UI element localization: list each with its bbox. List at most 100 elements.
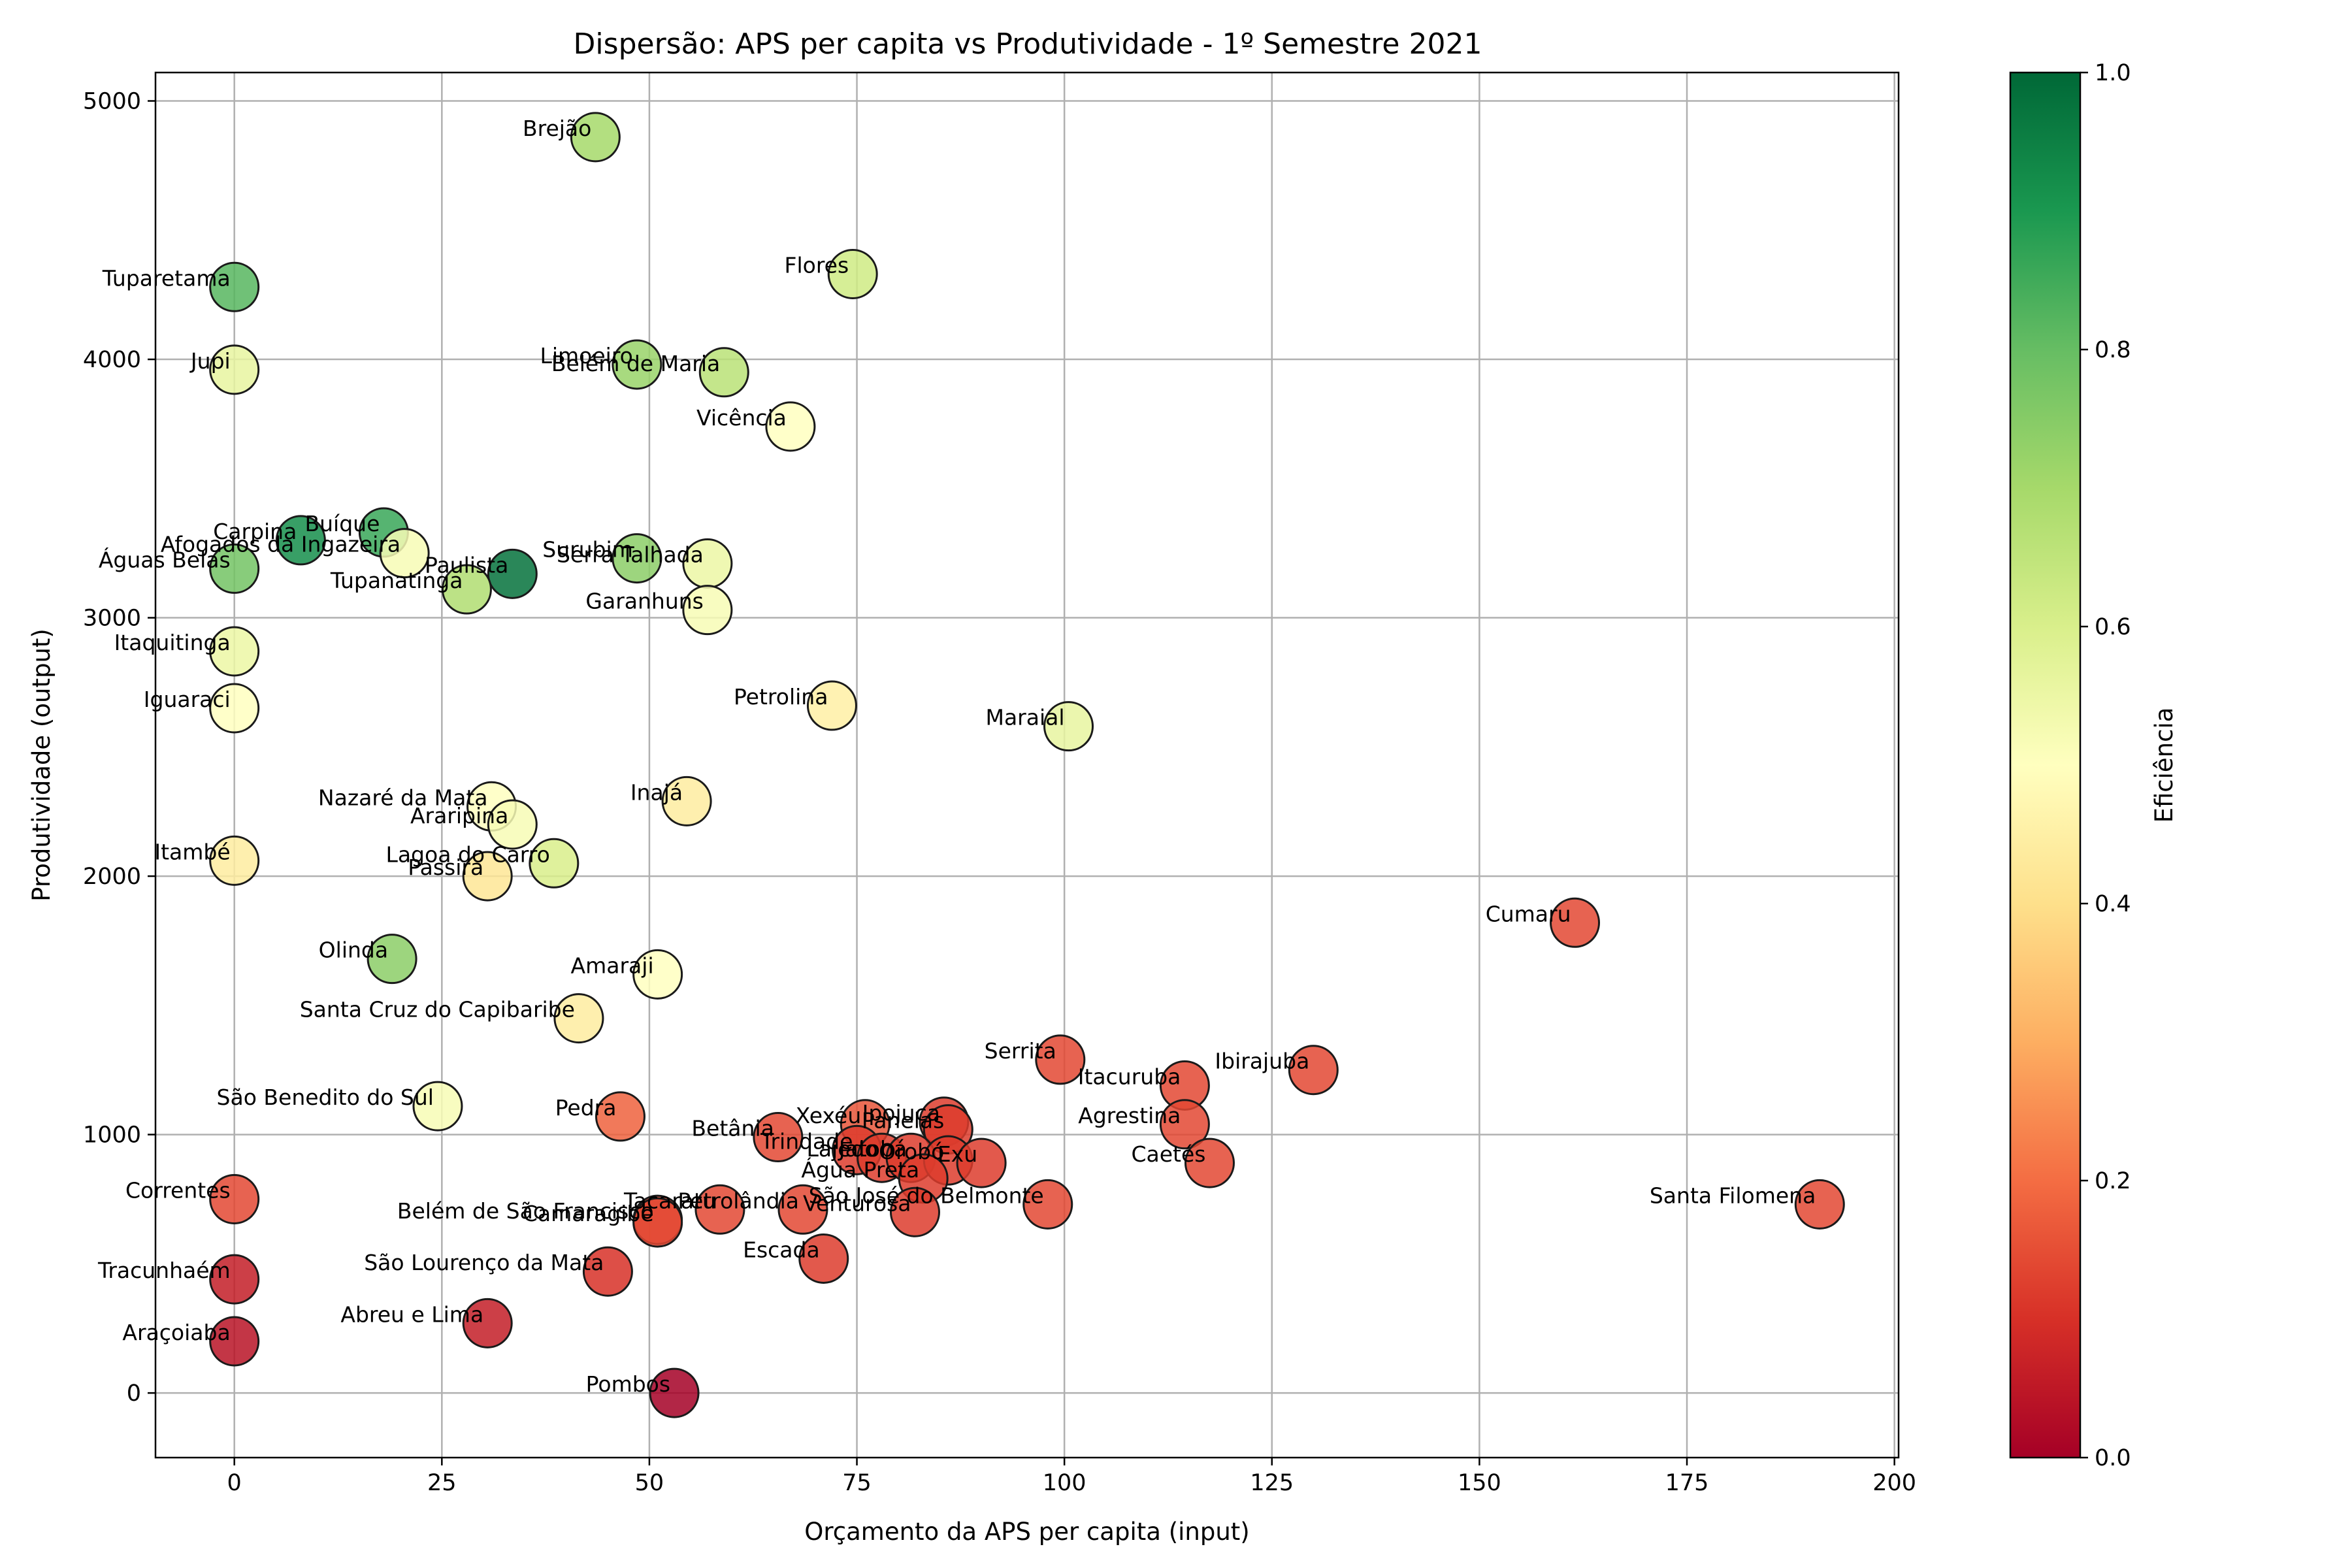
y-tick-label: 4000 [83, 347, 141, 373]
point-label: Flores [785, 253, 849, 278]
point-label: Correntes [125, 1177, 231, 1203]
point-label: Trindade [760, 1128, 853, 1154]
scatter-point [649, 1367, 700, 1418]
point-label: Tracunhaém [97, 1258, 231, 1283]
scatter-point [209, 835, 260, 886]
point-label: São Benedito do Sul [217, 1085, 434, 1110]
scatter-point [209, 344, 260, 395]
y-tick-label: 5000 [83, 89, 141, 115]
data-points [209, 112, 1845, 1418]
scatter-point [209, 261, 260, 312]
point-label: Jupi [189, 348, 231, 374]
point-label: Surubim [542, 537, 633, 563]
point-label: Pombos [586, 1371, 670, 1397]
scatter-point [209, 683, 260, 734]
colorbar-tick-label: 0.2 [2095, 1168, 2131, 1194]
colorbar-gradient [2009, 71, 2082, 1459]
scatter-point [209, 626, 260, 677]
point-label: São Lourenço da Mata [364, 1250, 604, 1275]
point-label: Orobó [879, 1139, 944, 1164]
point-label: Passira [408, 855, 483, 880]
scatter-point [1159, 1099, 1210, 1150]
point-label: Venturosa [803, 1190, 911, 1216]
scatter-point [661, 776, 712, 826]
point-label: Inajá [630, 779, 683, 805]
point-label: Ibirajuba [1215, 1049, 1309, 1074]
point-label: Petrolina [734, 684, 828, 710]
point-label: Xexéu [796, 1103, 862, 1128]
point-label: Jatobá [838, 1136, 907, 1162]
x-tick-label: 0 [227, 1470, 242, 1496]
point-label: Iguaraci [144, 687, 231, 712]
scatter-point [529, 838, 580, 889]
scatter-point [698, 347, 749, 398]
point-label: Buíque [304, 511, 380, 536]
point-label: Cumaru [1486, 901, 1571, 926]
scatter-point [209, 1316, 260, 1367]
point-label: Camaragibe [523, 1201, 654, 1226]
point-label: Itambé [154, 839, 230, 864]
point-label: Lajedo [806, 1136, 877, 1162]
point-label: Vicência [696, 405, 787, 431]
point-label: Paulista [425, 552, 508, 578]
colorbar-tick-label: 1.0 [2095, 60, 2131, 86]
scatter-point [777, 1184, 828, 1235]
point-label: Tacaratu [623, 1188, 716, 1213]
scatter-point [209, 1254, 260, 1305]
scatter-point [753, 1112, 804, 1163]
scatter-point [798, 1233, 849, 1284]
point-label: Serra Talhada [557, 542, 704, 567]
axes: 0 25 50 75 100 125 150 175 200010002000300040005… [83, 89, 1916, 1496]
point-label: Itaquitinga [114, 630, 231, 655]
point-label: Caetés [1131, 1141, 1205, 1167]
point-label: Amaraji [571, 953, 654, 978]
scatter-point [379, 528, 430, 579]
colorbar-label: Eficiência [2150, 708, 2178, 823]
point-label: Belém de São Francisco [397, 1198, 654, 1224]
x-tick-label: 200 [1872, 1470, 1916, 1496]
point-label: Maraial [985, 705, 1064, 730]
x-tick-label: 50 [635, 1470, 664, 1496]
colorbar-tick-label: 0.4 [2095, 891, 2131, 917]
point-label: Carpina [213, 519, 297, 544]
grid-lines [155, 73, 1899, 1458]
scatter-point [889, 1186, 940, 1237]
point-label: Araçoiaba [122, 1320, 230, 1345]
point-label: Santa Cruz do Capibaribe [300, 997, 575, 1022]
scatter-point [412, 1081, 463, 1132]
scatter-point [1022, 1179, 1073, 1230]
scatter-point [612, 339, 662, 390]
scatter-point [827, 249, 878, 300]
x-tick-label: 25 [427, 1470, 457, 1496]
scatter-point [582, 1246, 633, 1297]
scatter-point [275, 515, 326, 566]
point-label: Garanhuns [585, 589, 703, 614]
x-axis-label: Orçamento da APS per capita (input) [804, 1518, 1249, 1546]
colorbar-tick-label: 0.0 [2095, 1445, 2131, 1471]
colorbar: Eficiência 0.0 0.2 0.4 0.6 0.8 1.0 [2009, 60, 2178, 1471]
scatter-point [1043, 701, 1094, 752]
point-label: Olinda [319, 938, 388, 963]
point-label: São José do Belmonte [809, 1183, 1044, 1208]
scatter-point [209, 1173, 260, 1224]
scatter-point [1288, 1045, 1339, 1096]
scatter-point [367, 934, 417, 985]
plot-frame [154, 71, 1900, 1459]
point-label: Nazaré da Mata [318, 785, 488, 810]
point-label: Pedra [555, 1095, 617, 1120]
scatter-point [209, 543, 260, 594]
scatter-point [487, 799, 538, 850]
point-label: Águas Belas [99, 546, 231, 572]
point-label: Tupanatinga [330, 568, 463, 593]
colorbar-tick-label: 0.6 [2095, 614, 2131, 640]
scatter-point [694, 1184, 745, 1235]
scatter-point [1550, 897, 1601, 948]
scatter-point [553, 993, 604, 1044]
scatter-point [1794, 1179, 1845, 1230]
x-tick-label: 100 [1043, 1470, 1086, 1496]
point-label: Água Preta [801, 1156, 919, 1183]
point-label: Itacuruba [1078, 1064, 1181, 1089]
x-tick-label: 75 [842, 1470, 872, 1496]
